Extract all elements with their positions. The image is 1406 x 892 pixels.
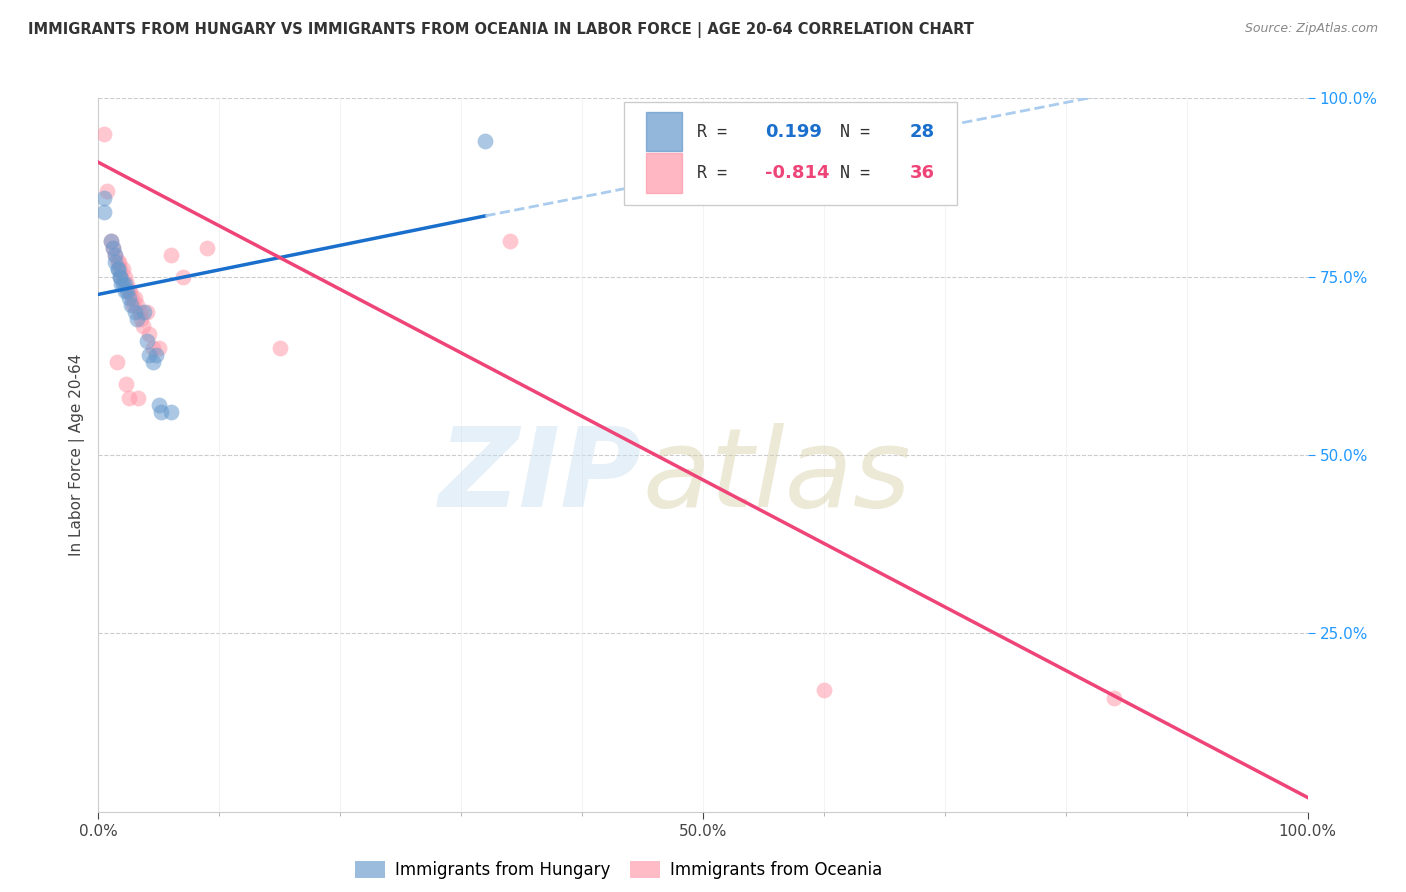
Y-axis label: In Labor Force | Age 20-64: In Labor Force | Age 20-64 [69,354,84,556]
Point [104,248,127,262]
Point [118,284,141,298]
Text: 0.199: 0.199 [765,123,821,141]
Point [110,269,132,284]
Point [813,683,835,698]
Point [93,127,115,141]
Point [108,262,131,277]
Point [172,269,194,284]
Point [100,234,122,248]
Point [118,284,141,298]
FancyBboxPatch shape [624,102,957,205]
Point [124,305,146,319]
Text: -0.814: -0.814 [765,164,830,182]
Point [107,255,129,269]
Text: 28: 28 [910,123,935,141]
Text: Source: ZipAtlas.com: Source: ZipAtlas.com [1244,22,1378,36]
Point [120,298,142,312]
Point [160,248,183,262]
Point [104,255,127,269]
Point [138,326,160,341]
Point [148,341,170,355]
Point [148,398,170,412]
Point [114,284,136,298]
Text: R =: R = [697,123,737,141]
Point [105,355,128,369]
Text: IMMIGRANTS FROM HUNGARY VS IMMIGRANTS FROM OCEANIA IN LABOR FORCE | AGE 20-64 CO: IMMIGRANTS FROM HUNGARY VS IMMIGRANTS FR… [28,22,974,38]
Point [142,355,165,369]
Text: 36: 36 [910,164,935,182]
Point [142,341,165,355]
Point [1102,690,1125,705]
Point [118,391,141,405]
Point [114,269,136,284]
Point [111,262,134,277]
Point [498,234,520,248]
Point [145,348,167,362]
Text: R =: R = [697,164,737,182]
Bar [647,153,682,193]
Bar [647,112,682,152]
Point [124,291,146,305]
Point [110,277,132,291]
Point [108,255,131,269]
Point [101,241,124,255]
Point [117,284,139,298]
Point [150,405,173,419]
Text: ZIP: ZIP [439,423,643,530]
Point [118,291,141,305]
Point [474,134,496,148]
Point [108,269,131,284]
Point [108,269,131,284]
Point [160,405,183,419]
Point [129,312,152,326]
Point [269,341,291,355]
Point [96,184,118,198]
Text: N =: N = [839,164,880,182]
Point [115,376,138,391]
Point [100,234,122,248]
Point [107,262,129,277]
Legend: Immigrants from Hungary, Immigrants from Oceania: Immigrants from Hungary, Immigrants from… [347,854,889,886]
Point [135,334,157,348]
Point [117,277,139,291]
Point [122,298,145,312]
Point [135,305,157,319]
Text: N =: N = [839,123,880,141]
Point [101,241,124,255]
Point [127,312,149,326]
Point [121,291,143,305]
Point [104,248,127,262]
Point [134,305,156,319]
Point [127,391,149,405]
Point [132,319,155,334]
Point [111,277,134,291]
Point [93,205,115,219]
Point [107,262,129,277]
Point [127,298,149,312]
Point [138,348,160,362]
Point [114,277,136,291]
Text: atlas: atlas [643,423,911,530]
Point [128,305,150,319]
Point [195,241,218,255]
Point [93,191,115,205]
